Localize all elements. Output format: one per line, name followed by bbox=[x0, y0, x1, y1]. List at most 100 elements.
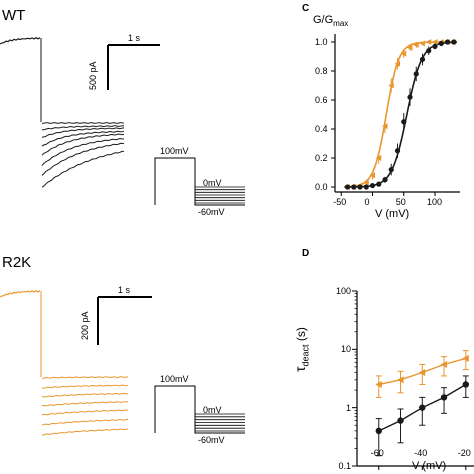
panel-c-ylabel: G/Gmax bbox=[313, 14, 348, 28]
panel-c-point bbox=[407, 94, 413, 100]
r2k-protocol-mid-label: 0mV bbox=[203, 405, 222, 415]
r2k-protocol-low-label: -60mV bbox=[198, 435, 225, 445]
r2k-protocol-hold-label: 100mV bbox=[160, 374, 189, 384]
r2k-voltage-protocol bbox=[154, 385, 245, 434]
panel-c-xtick-label: -50 bbox=[333, 197, 347, 207]
wt-voltage-protocol bbox=[154, 157, 245, 206]
tail-current-trace bbox=[41, 127, 125, 138]
panel-c-point bbox=[400, 50, 407, 57]
panel-c-point bbox=[369, 172, 375, 179]
panel-c-point bbox=[413, 41, 419, 48]
r2k-panel-title: R2K bbox=[2, 254, 32, 271]
panel-c-point bbox=[357, 184, 363, 190]
panel-c-point bbox=[401, 119, 407, 125]
panel-c-point bbox=[407, 44, 413, 51]
tail-current-trace bbox=[41, 428, 129, 436]
panel-c-point bbox=[451, 39, 457, 45]
panel-c-ytick-label: 0.2 bbox=[315, 153, 328, 163]
panel-d-xtick-label: -60 bbox=[370, 448, 384, 458]
panel-d-ytick-label: 0.1 bbox=[338, 461, 351, 471]
panel-c-xtick-label: 100 bbox=[427, 197, 443, 207]
wt-protocol-mid-label: 0mV bbox=[203, 178, 222, 188]
panel-c-ylabel-main: G/G bbox=[313, 14, 334, 26]
holding-trace bbox=[0, 37, 41, 45]
tail-current-trace bbox=[41, 125, 125, 131]
r2k-scalebar-time-label: 1 s bbox=[118, 285, 131, 295]
panel-d-ytick-label: 10 bbox=[340, 344, 351, 355]
panel-d-point bbox=[440, 360, 448, 368]
panel-d-point bbox=[462, 381, 470, 388]
panel-c-point bbox=[363, 184, 369, 190]
tail-current-trace bbox=[41, 376, 129, 379]
panel-c-point bbox=[413, 71, 419, 77]
panel-d-letter: D bbox=[302, 248, 310, 259]
wt-scalebar-time-label: 1 s bbox=[128, 33, 141, 43]
tail-current-trace bbox=[41, 401, 129, 407]
panel-d-point bbox=[418, 369, 426, 377]
panel-d-xtick-label: -20 bbox=[457, 448, 471, 458]
panel-c-point bbox=[344, 184, 351, 190]
panel-c-point bbox=[444, 39, 451, 45]
panel-c-ytick-label: 0.0 bbox=[315, 182, 328, 192]
panel-c-xtick-label: 50 bbox=[395, 197, 406, 207]
panel-c-point bbox=[388, 82, 394, 89]
panel-c-ytick-label: 0.6 bbox=[315, 95, 328, 105]
wt-protocol-low-label: -60mV bbox=[198, 207, 225, 217]
panel-c-point bbox=[394, 148, 401, 154]
tail-current-trace bbox=[41, 122, 125, 124]
panel-c-point bbox=[438, 40, 444, 47]
wt-current-traces bbox=[0, 37, 125, 188]
tail-current-trace bbox=[41, 137, 125, 166]
panel-c-point bbox=[419, 40, 425, 47]
panel-c-point bbox=[363, 179, 369, 186]
panel-d-point bbox=[375, 427, 382, 435]
panel-c-point bbox=[369, 182, 376, 189]
panel-d-xlabel: V (mV) bbox=[412, 460, 447, 472]
holding-trace bbox=[0, 290, 41, 298]
tail-current-trace bbox=[41, 130, 125, 147]
tail-current-trace bbox=[41, 384, 129, 389]
panel-d-ytick-label: 1 bbox=[345, 402, 351, 413]
panel-d-point bbox=[397, 417, 404, 424]
panel-c-point bbox=[432, 39, 438, 45]
panel-c-point bbox=[375, 155, 382, 161]
panel-c-point bbox=[351, 184, 357, 190]
tail-current-trace bbox=[41, 133, 125, 156]
panel-d-point bbox=[397, 376, 404, 384]
panel-c-xtick-label: 0 bbox=[364, 197, 370, 207]
panel-c-fit-curve bbox=[344, 41, 457, 188]
tail-current-trace bbox=[41, 418, 129, 426]
panel-d-ytick-label: 100 bbox=[335, 286, 351, 296]
panel-c-point bbox=[382, 123, 388, 130]
panel-c-point bbox=[388, 167, 394, 173]
panel-c-xlabel: V (mV) bbox=[375, 208, 410, 220]
tail-current-trace bbox=[41, 142, 125, 176]
panel-c-letter: C bbox=[302, 3, 310, 14]
panel-d-point bbox=[462, 354, 469, 362]
panel-c-point bbox=[394, 60, 400, 67]
panel-c-ytick-label: 1.0 bbox=[315, 37, 328, 47]
panel-c-ytick-label: 0.4 bbox=[315, 124, 328, 134]
panel-c-point bbox=[432, 43, 438, 49]
panel-c-point bbox=[426, 48, 432, 54]
panel-d-xtick-label: -40 bbox=[414, 448, 428, 458]
panel-d-point bbox=[440, 394, 448, 401]
tail-current-trace bbox=[41, 150, 124, 188]
panel-c-ylabel-sub: max bbox=[333, 19, 349, 29]
r2k-current-traces bbox=[0, 290, 129, 436]
tail-current-trace bbox=[41, 409, 129, 416]
panel-c-point bbox=[376, 181, 382, 187]
wt-panel-title: WT bbox=[2, 7, 26, 24]
panel-d-point bbox=[419, 404, 426, 411]
panel-c-fit-curve bbox=[344, 41, 457, 188]
panel-d-point bbox=[375, 380, 382, 388]
panel-c-point bbox=[419, 56, 426, 63]
panel-c-point bbox=[382, 177, 388, 183]
wt-protocol-hold-label: 100mV bbox=[160, 146, 189, 156]
panel-c-point bbox=[425, 39, 432, 45]
panel-c-ytick-label: 0.8 bbox=[315, 66, 328, 76]
